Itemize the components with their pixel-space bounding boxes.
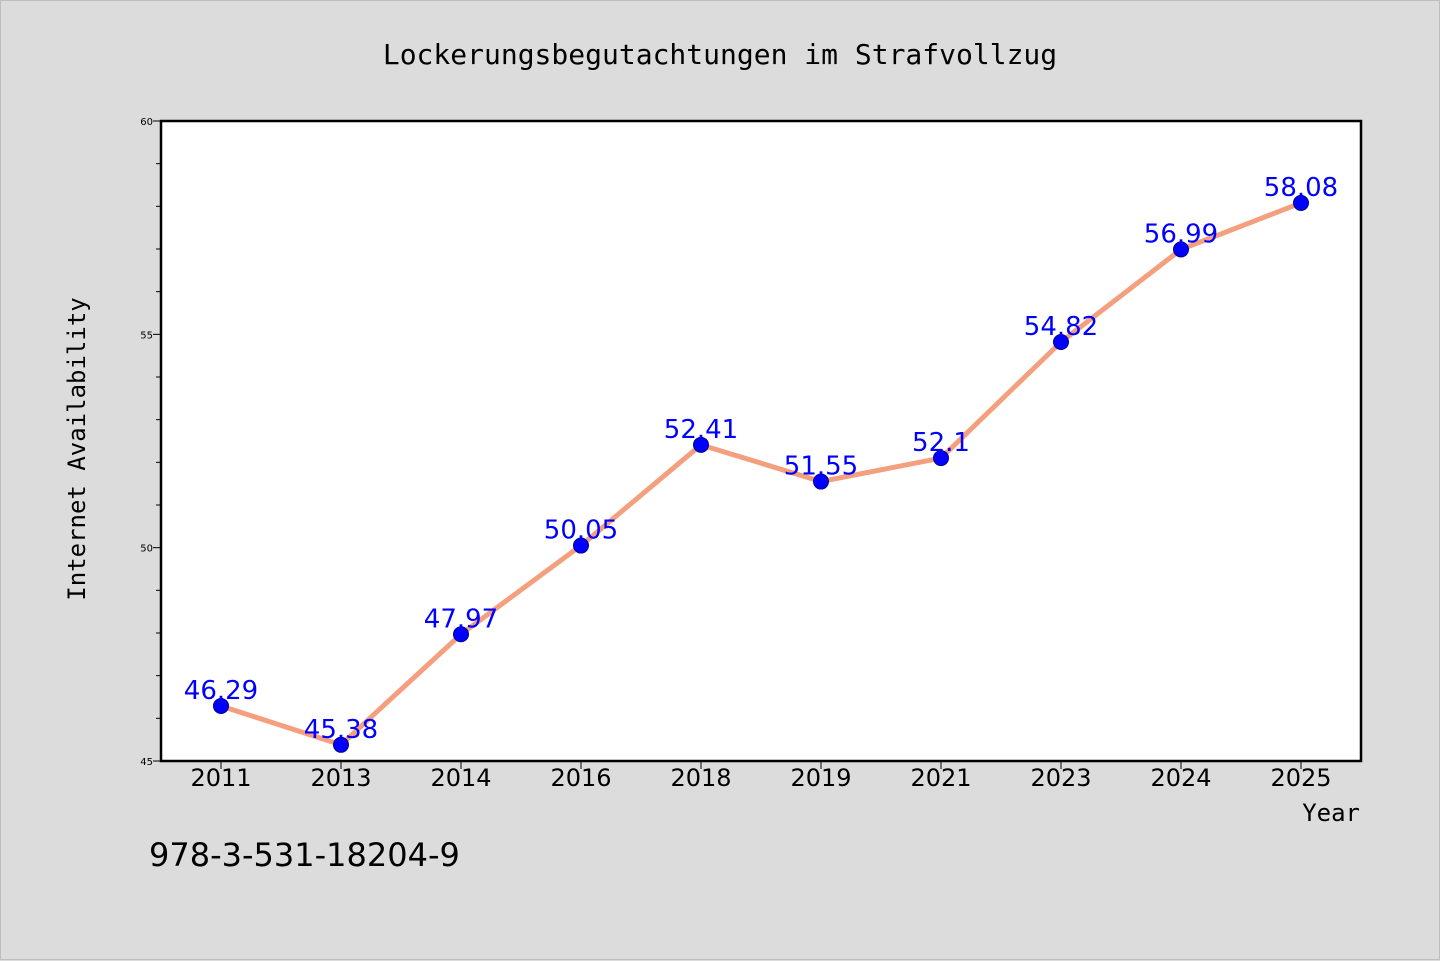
data-label: 45.38 <box>304 715 378 745</box>
x-tick-label: 2021 <box>910 764 971 792</box>
data-label: 56.99 <box>1144 219 1218 249</box>
data-point <box>813 473 829 490</box>
data-label: 51.55 <box>784 452 858 482</box>
series-line <box>218 200 1304 748</box>
series-line-group <box>218 200 1304 748</box>
data-label: 46.29 <box>184 676 258 706</box>
data-point <box>693 436 709 453</box>
x-tick-label: 2023 <box>1030 764 1091 792</box>
x-tick-label: 2018 <box>670 764 731 792</box>
data-points <box>213 194 1309 753</box>
x-tick-label: 2024 <box>1150 764 1211 792</box>
data-point <box>933 450 949 467</box>
y-axis-label: Internet Availability <box>63 297 91 600</box>
x-tick-label: 2016 <box>550 764 611 792</box>
y-tick-label: 50 <box>140 544 153 555</box>
y-tick-label: 55 <box>140 330 153 341</box>
x-tick-label: 2019 <box>790 764 851 792</box>
x-axis: 2011 2013 2014 2016 2018 2019 2021 2023 2024 2025 <box>190 761 1332 792</box>
data-labels: 46.29 45.38 47.97 50.05 52.41 51.55 52.1 54.82 5… <box>184 173 1338 745</box>
x-tick-label: 2011 <box>190 764 251 792</box>
plot-frame <box>159 119 1363 763</box>
data-label: 54.82 <box>1024 312 1098 342</box>
y-tick-label: 45 <box>140 757 153 768</box>
x-axis-label: Year <box>1302 799 1360 827</box>
data-point <box>1173 241 1189 258</box>
data-point <box>1053 334 1069 351</box>
isbn-text: 978-3-531-18204-9 <box>149 836 460 874</box>
data-point <box>213 697 229 714</box>
data-label: 52.41 <box>664 415 738 445</box>
plot-area <box>161 121 1361 761</box>
data-point <box>573 537 589 554</box>
chart-title: Lockerungsbegutachtungen im Strafvollzug <box>383 38 1057 71</box>
data-point <box>1293 194 1309 211</box>
data-point <box>453 626 469 643</box>
x-tick-label: 2013 <box>310 764 371 792</box>
x-tick-label: 2025 <box>1270 764 1331 792</box>
data-label: 58.08 <box>1264 173 1338 203</box>
data-label: 50.05 <box>544 516 618 546</box>
x-tick-label: 2014 <box>430 764 491 792</box>
data-point <box>333 736 349 753</box>
y-tick-label: 60 <box>140 117 153 128</box>
data-label: 47.97 <box>424 604 498 634</box>
y-axis: 45 50 55 60 <box>140 117 161 768</box>
data-label: 52.1 <box>912 428 970 458</box>
